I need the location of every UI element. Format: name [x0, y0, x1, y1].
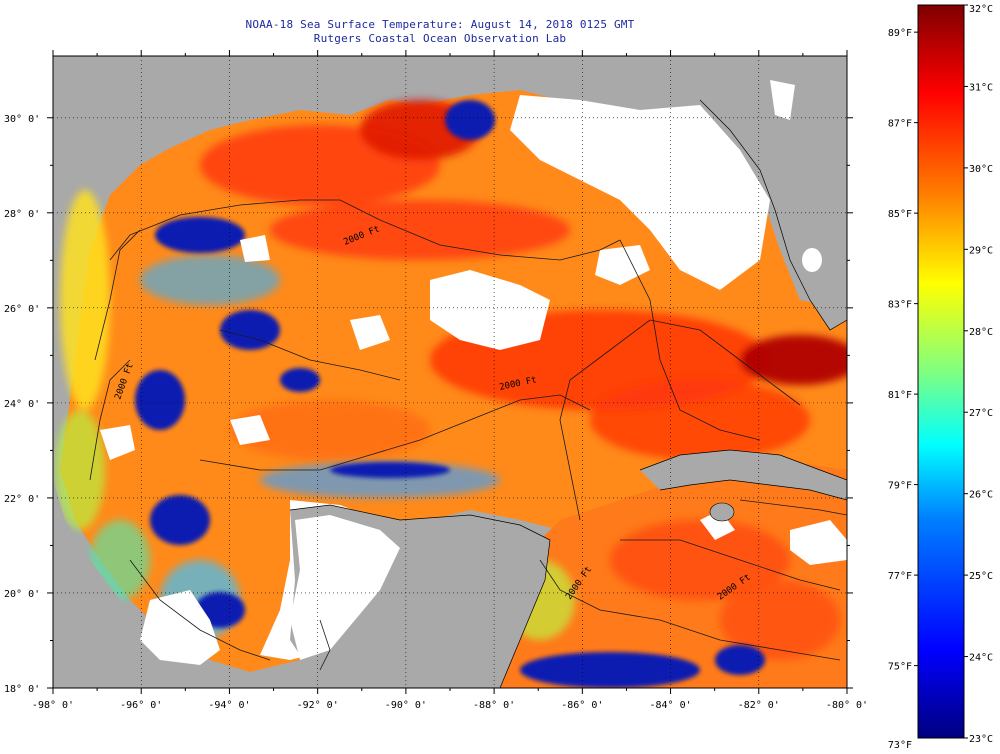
colorbar-celsius-labels: 32°C 31°C 30°C 29°C 28°C 27°C 26°C 25°C 24°C 23°C — [964, 4, 993, 745]
longitude-label: -80° 0' — [826, 700, 868, 711]
longitude-label: -94° 0' — [208, 700, 250, 711]
celsius-label: 31°C — [969, 82, 993, 93]
fahrenheit-label: 81°F — [888, 390, 912, 401]
latitude-label: 28° 0' — [4, 209, 40, 220]
longitude-label: -82° 0' — [738, 700, 780, 711]
map-panel: 2000 Ft 2000 Ft 2000 Ft 2000 Ft 2000 Ft — [53, 56, 847, 688]
longitude-label: -92° 0' — [297, 700, 339, 711]
latitude-labels: 30° 0' 28° 0' 26° 0' 24° 0' 22° 0' 20° 0' 18° … — [4, 114, 40, 695]
longitude-label: -84° 0' — [649, 700, 691, 711]
longitude-label: -86° 0' — [561, 700, 603, 711]
map-title: NOAA-18 Sea Surface Temperature: August … — [245, 18, 635, 31]
longitude-label: -98° 0' — [32, 700, 74, 711]
latitude-label: 30° 0' — [4, 114, 40, 125]
celsius-label: 26°C — [969, 490, 993, 501]
lake-okeechobee — [802, 248, 822, 272]
latitude-label: 18° 0' — [4, 684, 40, 695]
fahrenheit-label: 73°F — [888, 740, 912, 751]
fahrenheit-label: 77°F — [888, 571, 912, 582]
longitude-labels: -98° 0' -96° 0' -94° 0' -92° 0' -90° 0' -88° … — [32, 700, 868, 711]
mexico-land — [53, 480, 190, 688]
celsius-label: 24°C — [969, 653, 993, 664]
gridlines — [53, 56, 847, 688]
latitude-label: 20° 0' — [4, 589, 40, 600]
fahrenheit-label: 79°F — [888, 481, 912, 492]
celsius-label: 30°C — [969, 164, 993, 175]
celsius-label: 25°C — [969, 571, 993, 582]
fahrenheit-label: 87°F — [888, 119, 912, 130]
depth-contours — [89, 199, 847, 671]
colorbar — [917, 4, 965, 739]
colorbar-fahrenheit-labels: 89°F 87°F 85°F 83°F 81°F 79°F 77°F 75°F 73°F — [888, 28, 918, 751]
longitude-label: -96° 0' — [120, 700, 162, 711]
latitude-label: 26° 0' — [4, 304, 40, 315]
cuba-land — [640, 450, 847, 500]
celsius-label: 29°C — [969, 245, 993, 256]
fahrenheit-label: 89°F — [888, 28, 912, 39]
coastlines — [289, 99, 847, 688]
longitude-label: -88° 0' — [473, 700, 515, 711]
celsius-label: 28°C — [969, 327, 993, 338]
latitude-label: 24° 0' — [4, 399, 40, 410]
longitude-label: -90° 0' — [385, 700, 427, 711]
fahrenheit-label: 83°F — [888, 300, 912, 311]
fahrenheit-label: 85°F — [888, 209, 912, 220]
celsius-label: 32°C — [969, 4, 993, 15]
fahrenheit-label: 75°F — [888, 662, 912, 673]
celsius-label: 27°C — [969, 408, 993, 419]
map-subtitle: Rutgers Coastal Ocean Observation Lab — [313, 32, 567, 45]
axis-ticks — [47, 50, 853, 694]
latitude-label: 22° 0' — [4, 494, 40, 505]
celsius-label: 23°C — [969, 734, 993, 745]
